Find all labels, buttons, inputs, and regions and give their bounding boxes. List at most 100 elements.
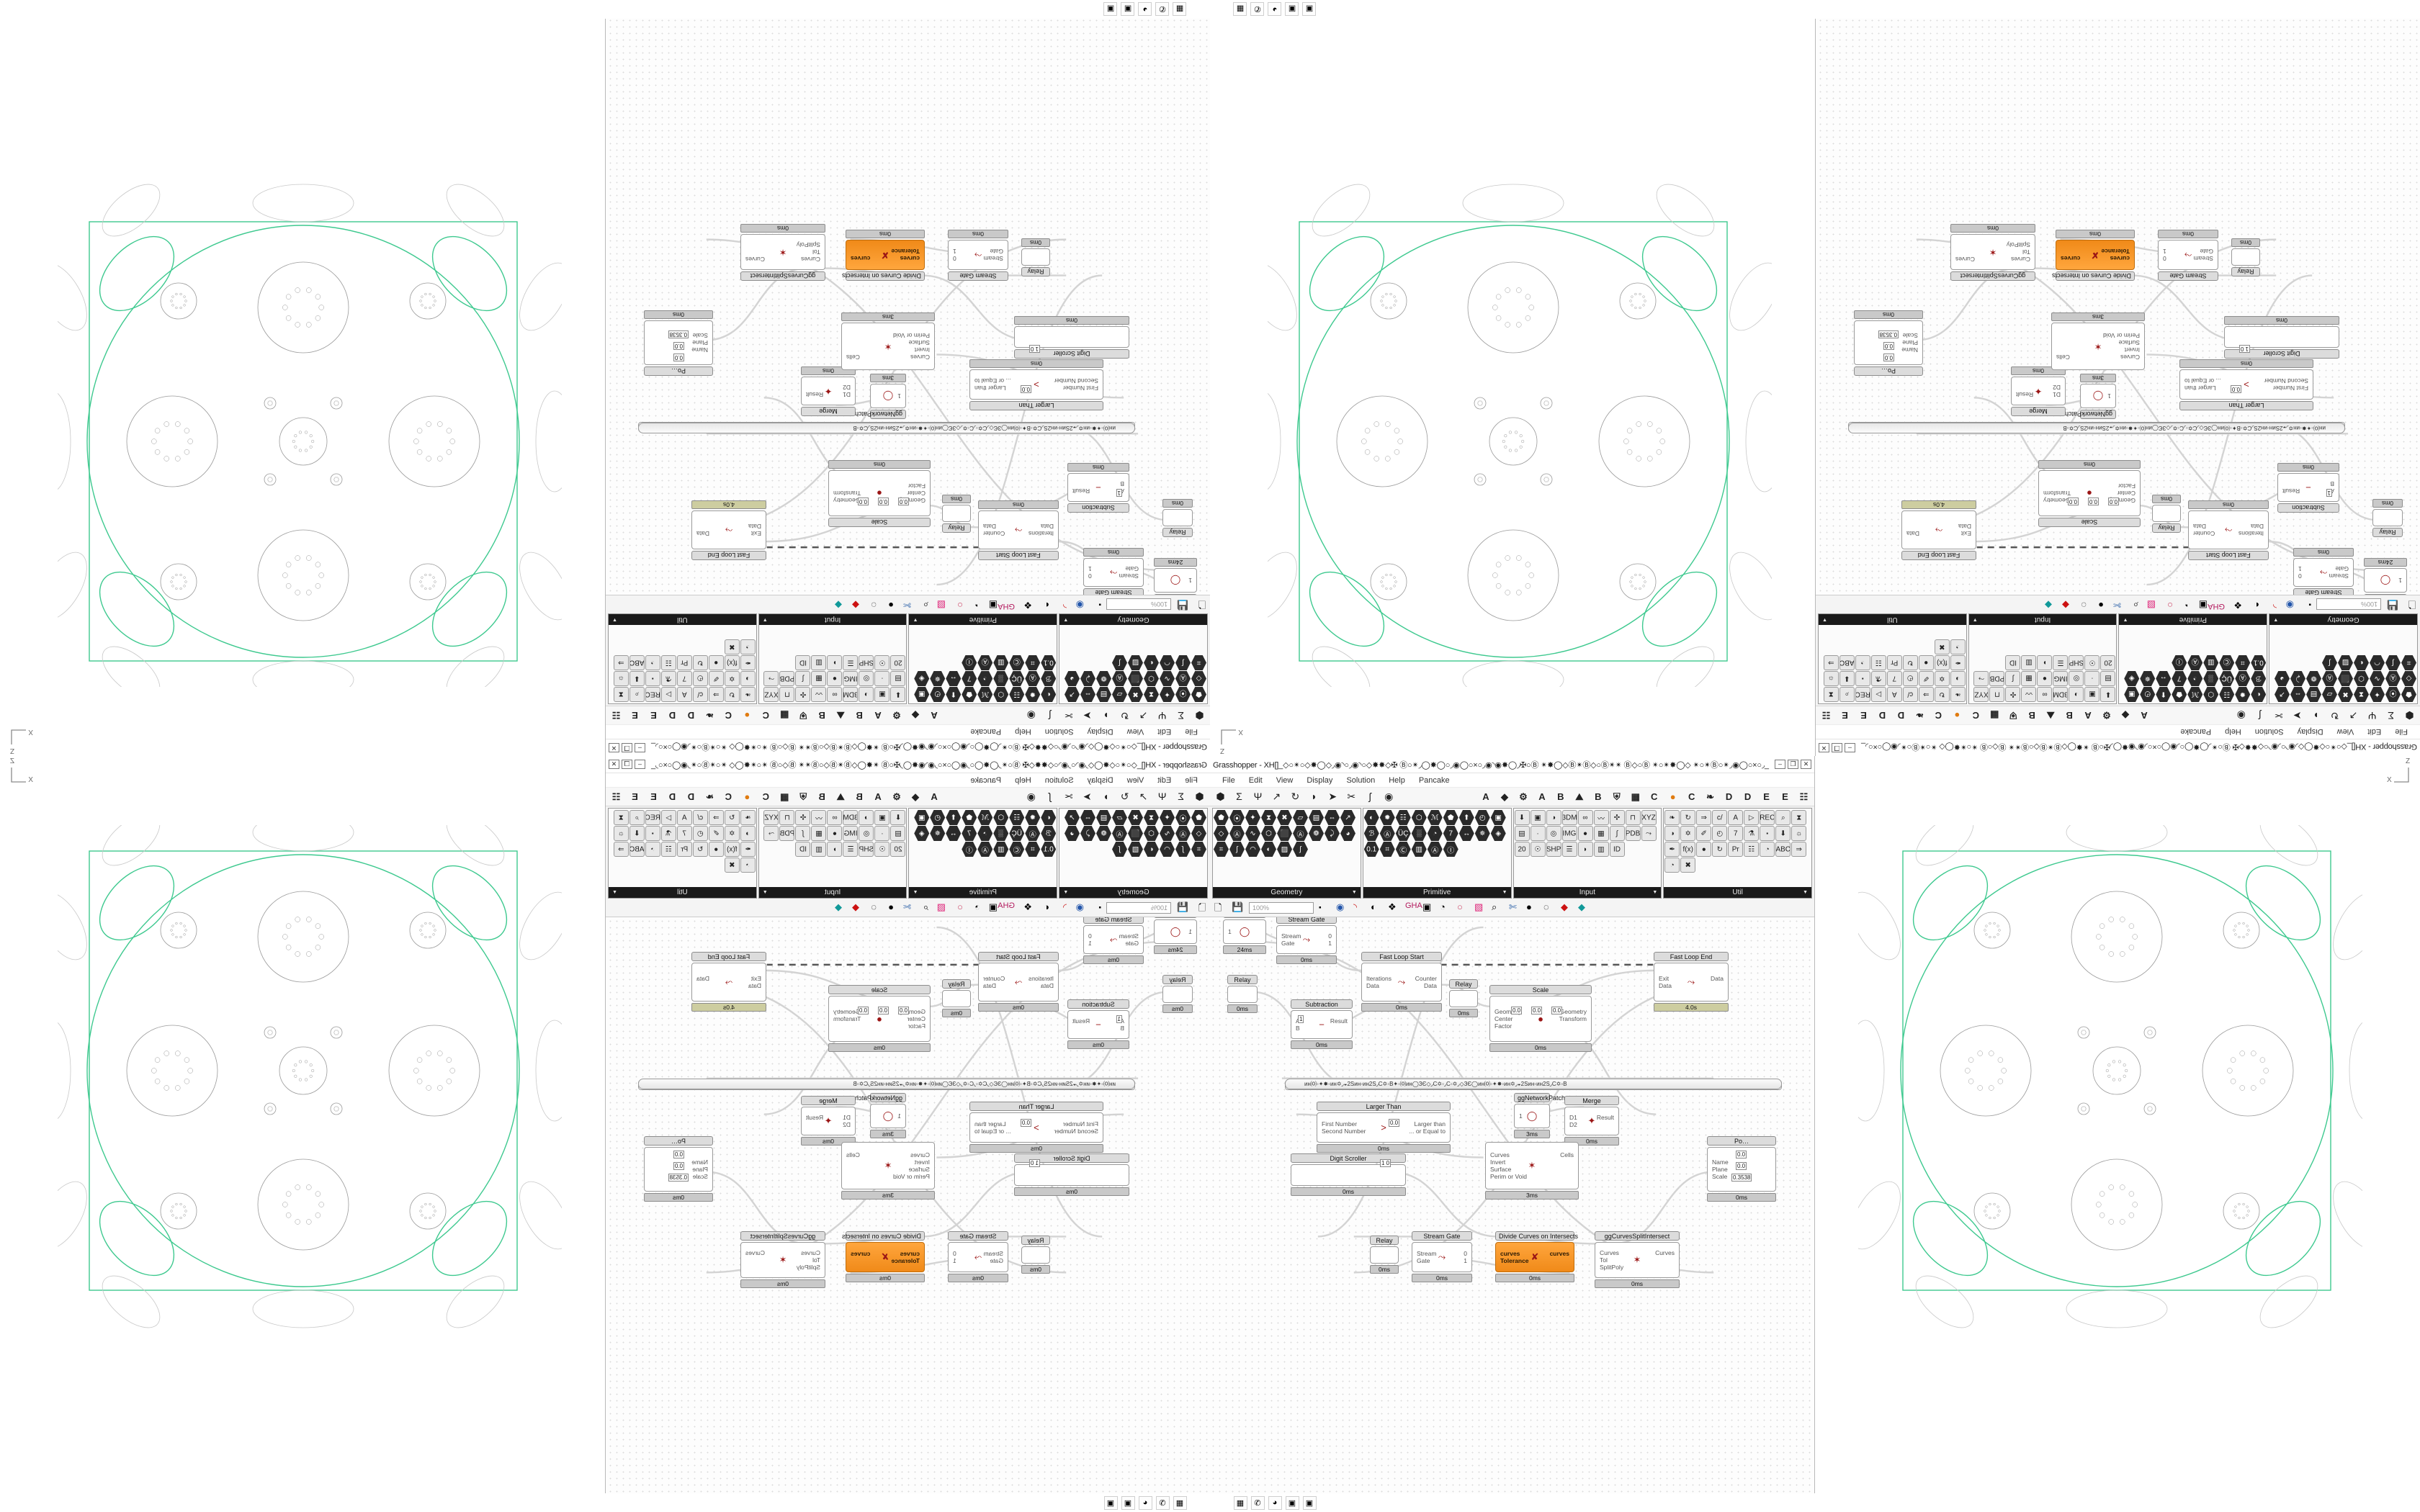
- category-icon-grid[interactable]: ◐ ✹ ☷ ⬡ ℳ ⬟ ⬆ ◴ ▣ ℬ Ⓐ ÜÇ ░ ◔ 7 ↔ ✵ ◈ 0.1 ⌗ Ⓒ ▥ Ⓐ Ⓘ: [2120, 625, 2267, 703]
- component-icon-2-2[interactable]: ◑: [859, 810, 874, 825]
- component-icon-0-10[interactable]: Ⓐ: [1175, 826, 1191, 841]
- component-input-label[interactable]: Curves: [910, 354, 930, 361]
- component-divide-curves-on-intersects[interactable]: Divide Curves on Intersects curves curves T…: [1495, 1231, 1578, 1282]
- zoom-input[interactable]: 100%: [1106, 901, 1171, 914]
- component-output-label[interactable]: 0: [953, 1250, 956, 1257]
- sphere-grey-icon[interactable]: ●: [2098, 600, 2104, 611]
- component-icon-3-7[interactable]: ⌕: [1775, 810, 1791, 825]
- component-icon-3-18[interactable]: ✒: [1664, 842, 1680, 857]
- value-scale-center-z[interactable]: 0.0: [857, 1007, 869, 1014]
- letter-a2-icon[interactable]: A: [874, 791, 882, 802]
- component-icon-1-1[interactable]: ✹: [1379, 810, 1395, 825]
- component-icon-1-13[interactable]: ◔: [977, 671, 992, 686]
- component-icon-3-10[interactable]: ✡: [724, 671, 740, 686]
- minimize-button[interactable]: –: [635, 760, 645, 769]
- component-icon-3-22[interactable]: Pr: [676, 842, 692, 857]
- component-icon-0-0[interactable]: ⬟: [1191, 687, 1206, 702]
- letter-b2-icon[interactable]: B: [1595, 791, 1602, 802]
- component-body[interactable]: Iterations Counter Data Data ⤳: [1361, 963, 1442, 1002]
- menu-item-display[interactable]: Display: [2297, 727, 2323, 737]
- component-icon-2-11[interactable]: ◎: [2069, 671, 2084, 686]
- menu-item-solution[interactable]: Solution: [1044, 727, 1074, 737]
- letter-d-icon[interactable]: D: [687, 791, 695, 802]
- component-body[interactable]: D1 Result D2 ✦: [1564, 1107, 1619, 1135]
- menu-item-pancake[interactable]: Pancake: [2180, 727, 2212, 737]
- component-body[interactable]: [1227, 986, 1258, 1003]
- component-icon-1-2[interactable]: ☷: [2219, 687, 2234, 702]
- taskbar-top[interactable]: ▦ ✆ ◕ ▣ ▣ ▦ ✆ ◕ ▣ ▣: [0, 0, 2420, 19]
- component-icon-3-28[interactable]: ✖: [1680, 858, 1696, 873]
- component-icon-0-20[interactable]: ◠: [1160, 842, 1175, 857]
- component-icon-1-0[interactable]: ◐: [2251, 687, 2266, 702]
- component-icon-3-17[interactable]: ☼: [1791, 826, 1807, 841]
- component-output-label[interactable]: curves: [2061, 255, 2081, 262]
- component-icon-1-20[interactable]: Ⓒ: [1009, 842, 1024, 857]
- component-icon-1-8[interactable]: ▣: [1490, 810, 1506, 825]
- component-icon-1-15[interactable]: ↔: [2156, 671, 2171, 686]
- component-icon-0-13[interactable]: ⬛: [1128, 826, 1143, 841]
- component-output-label[interactable]: Result: [806, 1114, 824, 1121]
- component-input-label[interactable]: Scale: [1902, 332, 1918, 339]
- value-point-zx[interactable]: 0.0: [1736, 1162, 1747, 1170]
- component-icon-3-11[interactable]: ✐: [708, 826, 724, 841]
- box-icon[interactable]: ▧: [1474, 901, 1484, 912]
- category-tab-primitive[interactable]: Primitive: [909, 887, 1057, 898]
- component-icon-3-20[interactable]: ●: [1918, 655, 1934, 670]
- component-relay3[interactable]: Relay 0ms: [942, 979, 971, 1017]
- component-input-label[interactable]: Invert: [2124, 346, 2140, 354]
- letter-d2-icon[interactable]: D: [1878, 710, 1886, 721]
- gha-icon[interactable]: GHA: [998, 901, 1015, 910]
- component-icon-3-20[interactable]: ●: [1696, 842, 1712, 857]
- component-body[interactable]: 1 ◯: [2364, 568, 2407, 593]
- spiral-icon[interactable]: ʃ: [2259, 710, 2262, 721]
- component-icon-1-23[interactable]: Ⓘ: [2172, 655, 2187, 670]
- grasshopper-menubar[interactable]: File Edit View Display Solution Help Pancake: [1210, 773, 1814, 788]
- component-input-label[interactable]: Second Number: [1322, 1128, 1366, 1135]
- component-body[interactable]: Geometry Geometry Center Transform Factor ●: [1489, 996, 1592, 1042]
- component-icon-1-7[interactable]: ◴: [930, 687, 945, 702]
- component-icon-3-14[interactable]: ⚗: [660, 671, 676, 686]
- component-icon-0-19[interactable]: ʃ: [1229, 842, 1245, 857]
- component-output-label[interactable]: Curves: [1655, 1249, 1675, 1256]
- component-body[interactable]: 1 ◯: [870, 1104, 906, 1128]
- component-larger-than[interactable]: Larger Than First Number Larger than Second…: [969, 1102, 1103, 1153]
- save-icon[interactable]: 💾: [1176, 600, 1188, 611]
- category-icon-grid[interactable]: ◐ ✹ ☷ ⬡ ℳ ⬟ ⬆ ◴ ▣ ℬ Ⓐ ÜÇ ░ ◔ 7 ↔ ✵ ◈ 0.1 ⌗ Ⓒ ▥ Ⓐ Ⓘ: [1363, 809, 1511, 887]
- component-input-label[interactable]: Iterations: [1028, 530, 1054, 537]
- category-panel-primitive[interactable]: ◐ ✹ ☷ ⬡ ℳ ⬟ ⬆ ◴ ▣ ℬ Ⓐ ÜÇ ░ ◔ 7 ↔ ✵ ◈ 0.1 ⌗ Ⓒ ▥ Ⓐ Ⓘ Primitive: [908, 613, 1058, 704]
- component-icon-2-2[interactable]: ◑: [859, 687, 874, 702]
- component-input-label[interactable]: B: [1296, 1025, 1300, 1032]
- component-icon-0-4[interactable]: ✖: [2338, 687, 2353, 702]
- firefox-icon[interactable]: ◕: [1268, 2, 1282, 17]
- component-icon-3-26[interactable]: ⇒: [1823, 655, 1839, 670]
- component-relay2[interactable]: Relay 0ms: [1162, 975, 1193, 1013]
- component-body[interactable]: First Number Larger than Second Number... …: [2179, 369, 2313, 400]
- component-icon-0-5[interactable]: ▱: [1112, 810, 1127, 825]
- component-icon-2-21[interactable]: ☰: [2053, 655, 2069, 670]
- component-icon-3-19[interactable]: f(x): [1934, 655, 1950, 670]
- letter-e-icon[interactable]: E: [1763, 791, 1770, 802]
- component-output-label[interactable]: Counter: [983, 975, 1005, 982]
- component-ggnetworkpatch[interactable]: ggNetworkPatch 1 ◯ 3ms: [1514, 1093, 1565, 1138]
- component-body[interactable]: Stream 0 Gate 1 ⤳: [1276, 925, 1337, 954]
- component-icon-1-23[interactable]: Ⓘ: [1443, 842, 1458, 857]
- category-panel-input[interactable]: ⬇ ▣ ◑ 3DM ∞ 〰 ✣ ⊓ XYZ ▤ ∙ ◎ IMG ● ▦ ∫ PDB ⤳ 20 ☉ SHP ☰ ◗ ▥ ID Inp…: [758, 808, 908, 899]
- component-fast-loop-end[interactable]: Fast Loop End Exit Data Data ⤳ 4.0s: [1901, 500, 1976, 560]
- component-icon-0-16[interactable]: ⤸: [1080, 826, 1095, 841]
- menu-item-file[interactable]: File: [1222, 775, 1235, 785]
- component-icon-2-11[interactable]: ◎: [859, 826, 874, 841]
- component-icon-3-8[interactable]: ⧗: [613, 810, 629, 825]
- component-icon-2-23[interactable]: ▥: [811, 655, 827, 670]
- category-icon-grid[interactable]: ⬇ ▣ ◑ 3DM ∞ 〰 ✣ ⊓ XYZ ▤ ∙ ◎ IMG ● ▦ ∫ PDB ⤳ 20 ☉ SHP ☰ ◗ ▥ ID: [759, 625, 907, 703]
- component-icon-3-1[interactable]: ↻: [724, 810, 740, 825]
- component-icon-0-2[interactable]: ✦: [2370, 687, 2385, 702]
- component-icon-2-20[interactable]: SHP: [859, 655, 874, 670]
- component-icon-2-0[interactable]: ⬇: [1514, 810, 1530, 825]
- gear-icon[interactable]: ⚙: [2102, 710, 2111, 721]
- component-icon-0-13[interactable]: ⬛: [1277, 826, 1292, 841]
- component-icon-0-14[interactable]: Ⓐ: [2322, 671, 2337, 686]
- component-fast-loop-start[interactable]: Fast Loop Start Iterations Counter Data Data…: [1361, 952, 1442, 1012]
- grasshopper-toolstrip[interactable]: 🗋 💾 100% ⬝ ◉ ◝ ◐ ❖ GHA ▣ ◔ ○ ▧ ⌕ ✄ ● ◌ ◆…: [1816, 595, 2420, 613]
- fit-view-icon[interactable]: ⬝: [1098, 901, 1101, 912]
- table-icon[interactable]: ☷: [611, 791, 621, 802]
